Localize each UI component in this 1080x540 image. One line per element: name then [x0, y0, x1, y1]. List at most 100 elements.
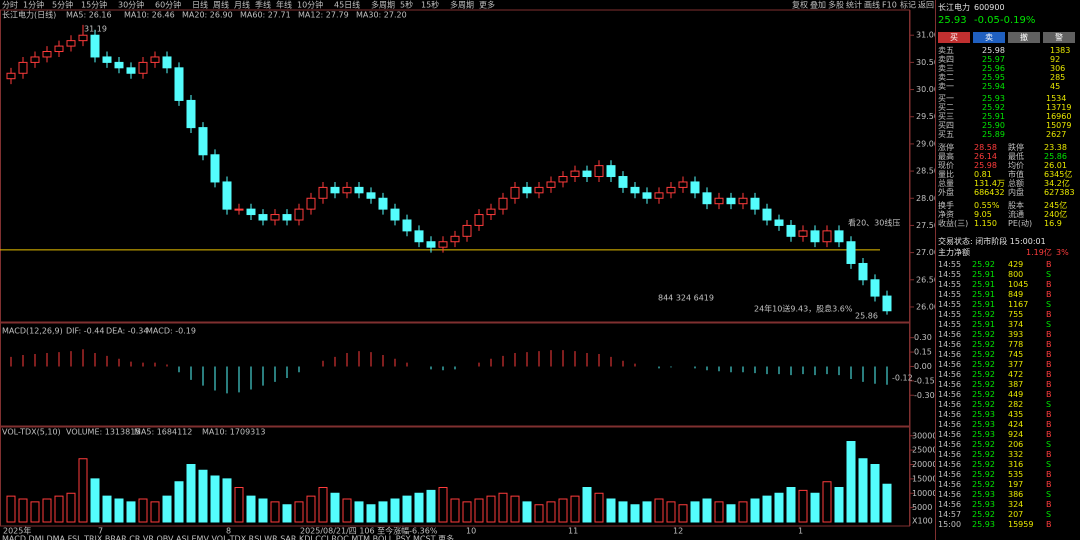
candle-body	[570, 170, 580, 178]
tick-price: 25.93	[972, 420, 995, 429]
tick-volume: 449	[1008, 390, 1024, 399]
volume-bar	[498, 492, 508, 523]
toolbar-tab[interactable]: 更多	[479, 0, 495, 10]
tick-time: 14:56	[938, 500, 962, 509]
y-tick-label: 15000	[912, 474, 935, 483]
candle-body	[882, 295, 892, 312]
toolbar-tab[interactable]: 分时	[2, 0, 18, 10]
tick-side: B	[1046, 290, 1052, 299]
volume-bar	[66, 492, 76, 523]
toolbar-button[interactable]: 多股	[828, 0, 844, 10]
stat-value: 0.55%	[974, 201, 1000, 210]
candle-body	[738, 197, 748, 205]
volume: 15079	[1046, 121, 1072, 130]
level: 买五	[938, 130, 954, 139]
toolbar-tab[interactable]: 60分钟	[155, 0, 181, 10]
toolbar-tab[interactable]: 多周期	[450, 0, 474, 10]
volume-bar	[810, 492, 820, 523]
tick-side: B	[1046, 410, 1052, 419]
toolbar-tab[interactable]: 15秒	[421, 0, 439, 10]
tick-side: S	[1046, 270, 1052, 279]
tick-side: B	[1046, 280, 1052, 289]
volume-bar	[846, 441, 856, 523]
candle-body	[294, 208, 304, 221]
toolbar-tab[interactable]: 月线	[234, 0, 250, 10]
annotation: 844 324 6419	[658, 294, 714, 303]
toolbar-button[interactable]: 标记	[900, 0, 916, 10]
annotation: 24年10送9.43，股息3.6%	[754, 304, 853, 314]
tick-volume: 332	[1008, 450, 1024, 459]
tick-side: B	[1046, 340, 1052, 349]
ask-row: 卖二 25.95 285	[938, 73, 1079, 82]
status-row: 交易状态: 闭市阶段 15:00:01	[938, 237, 1079, 246]
trade-button[interactable]: 买	[938, 32, 970, 43]
candle-body	[534, 186, 544, 194]
stat-value: 245亿	[1044, 201, 1068, 210]
tick-price: 25.92	[972, 460, 995, 469]
tick-volume: 206	[1008, 440, 1024, 449]
tick-side: B	[1046, 310, 1052, 319]
toolbar-tab[interactable]: 45日线	[334, 0, 360, 10]
trade-button[interactable]: 卖	[973, 32, 1005, 43]
toolbar-tab[interactable]: 日线	[192, 0, 208, 10]
candle-body	[846, 241, 856, 264]
trade-button[interactable]: 撤	[1008, 32, 1040, 43]
candle-body	[810, 230, 820, 243]
tick-row: 14:56 25.92 778 B	[938, 340, 1079, 349]
macd-stat: DEA: -0.34	[106, 327, 148, 336]
tick-side: B	[1046, 350, 1052, 359]
tick-price: 25.93	[972, 490, 995, 499]
trade-button[interactable]: 警	[1043, 32, 1075, 43]
toolbar-button[interactable]: 统计	[846, 0, 862, 10]
toolbar-tab[interactable]: 5秒	[400, 0, 413, 10]
price: 25.95	[982, 73, 1005, 82]
toolbar-tab[interactable]: 多周期	[371, 0, 395, 10]
toolbar-button[interactable]: 叠加	[810, 0, 826, 10]
volume-bar	[186, 464, 196, 523]
stat-value: 6345亿	[1044, 170, 1073, 179]
toolbar-button[interactable]: 返回	[918, 1, 934, 10]
toolbar-tab[interactable]: 5分钟	[52, 0, 73, 10]
candle-body	[126, 67, 136, 74]
tick-price: 25.91	[972, 300, 995, 309]
candle-body	[786, 224, 796, 237]
panel-frame	[0, 9, 910, 323]
tick-time: 14:56	[938, 490, 962, 499]
tick-volume: 924	[1008, 430, 1024, 439]
tick-side: S	[1046, 510, 1052, 519]
toolbar-tab[interactable]: 年线	[276, 0, 292, 10]
volume-bar	[174, 481, 184, 523]
candle-body	[678, 181, 688, 188]
tick-price: 25.92	[972, 440, 995, 449]
toolbar-tab[interactable]: 10分钟	[297, 0, 323, 10]
x-label: 1	[798, 527, 803, 536]
toolbar-tab[interactable]: 周线	[213, 0, 229, 10]
volume-bar	[678, 504, 688, 523]
candle-body	[498, 197, 508, 210]
volume-bar	[570, 495, 580, 523]
tick-price: 25.92	[972, 450, 995, 459]
last-price: 25.93	[938, 15, 967, 26]
y-tick-label: 26.50	[916, 275, 935, 284]
toolbar-button[interactable]: 画线	[864, 0, 880, 10]
candle-body	[6, 72, 16, 80]
volume-bar	[630, 504, 640, 523]
stat-row: 外盘 686432 内盘 627383	[938, 188, 1079, 197]
volume-bar	[114, 498, 124, 523]
volume-bar	[642, 501, 652, 523]
tick-volume: 849	[1008, 290, 1024, 299]
tick-time: 14:56	[938, 390, 962, 399]
ma-label: MA5: 26.16	[66, 11, 112, 20]
toolbar-tab[interactable]: 30分钟	[118, 0, 144, 10]
volume-bar	[30, 501, 40, 523]
toolbar-button[interactable]: 复权	[792, 0, 808, 10]
candle-body	[834, 230, 844, 243]
toolbar-tab[interactable]: 季线	[255, 0, 271, 10]
toolbar-tab[interactable]: 1分钟	[23, 0, 44, 10]
price: 25.90	[982, 121, 1005, 130]
level: 卖三	[938, 64, 954, 73]
toolbar-tab[interactable]: 15分钟	[81, 0, 107, 10]
toolbar-button[interactable]: F10	[882, 1, 897, 10]
tick-price: 25.92	[972, 390, 995, 399]
